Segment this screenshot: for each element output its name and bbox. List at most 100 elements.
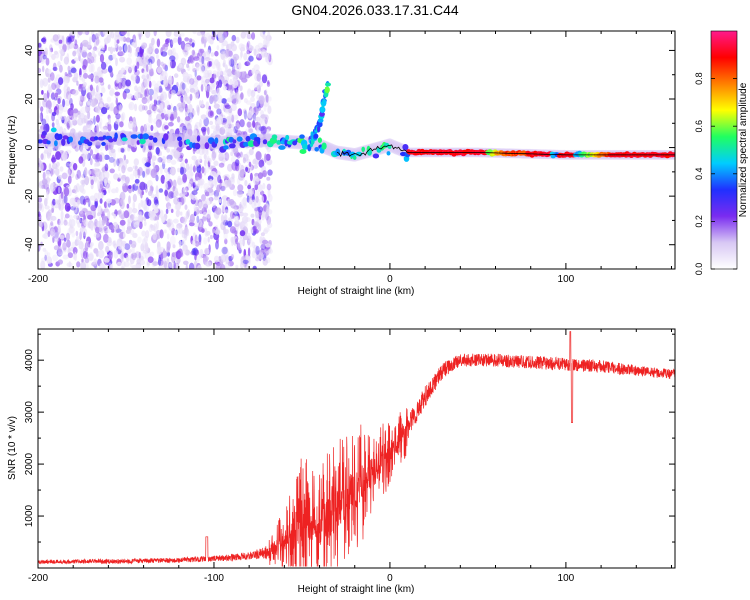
spectrogram-noise-cell [240, 199, 247, 208]
spectrogram-noise-cell [221, 78, 225, 83]
spectrogram-noise-cell [84, 242, 89, 252]
spectrogram-noise-cell [46, 216, 53, 222]
spectrogram-noise-cell [142, 104, 146, 111]
spectrogram-noise-cell [160, 174, 165, 184]
spectrogram-signal-cell [361, 146, 366, 152]
spectrogram-noise-cell [52, 66, 58, 72]
spectrogram-noise-cell [216, 94, 223, 104]
spectrogram-noise-cell [209, 39, 214, 45]
spectrogram-noise-cell [232, 53, 240, 61]
spectrogram-noise-cell [216, 60, 220, 71]
spectrogram-noise-cell [156, 246, 162, 255]
spectrogram-noise-cell [256, 250, 263, 260]
spectrogram-noise-cell [265, 210, 269, 215]
spectrogram-noise-cell [257, 116, 261, 125]
spectrogram-noise-cell [202, 211, 207, 217]
spectrogram-noise-cell [257, 206, 263, 213]
spectrogram-noise-cell [121, 113, 124, 124]
spectrogram-noise-cell [101, 107, 108, 115]
spectrogram-signal-cell [142, 133, 149, 140]
spectrogram-noise-cell [209, 94, 215, 102]
spectrogram-noise-cell [81, 31, 88, 35]
spectrogram-noise-cell [115, 97, 119, 106]
spectrogram-noise-cell [189, 55, 194, 63]
spectrogram-noise-cell [55, 109, 60, 116]
spectrogram-noise-cell [135, 125, 138, 132]
spectrogram-noise-cell [64, 202, 71, 212]
spectrogram-noise-cell [183, 130, 188, 136]
spectrogram-noise-cell [82, 198, 87, 206]
spectrogram-noise-cell [96, 85, 99, 93]
spectrogram-noise-cell [177, 210, 181, 215]
spectrogram-noise-cell [42, 247, 47, 252]
spectrogram-noise-cell [63, 187, 70, 197]
spectrogram-noise-cell [38, 213, 42, 221]
spectrogram-noise-cell [241, 202, 247, 209]
spectrogram-noise-cell [196, 255, 200, 263]
spectrogram-noise-cell [85, 198, 90, 203]
spectrogram-noise-cell [236, 152, 241, 159]
spectrogram-noise-cell [217, 174, 222, 184]
spectrogram-noise-cell [238, 173, 244, 181]
spectrogram-noise-cell [188, 262, 195, 269]
spectrogram-noise-cell [198, 266, 202, 269]
spectrogram-noise-cell [38, 197, 43, 203]
spectrogram-noise-cell [38, 100, 42, 109]
spectrogram-noise-cell [138, 33, 142, 40]
spectrogram-noise-cell [86, 210, 92, 218]
spectrogram-noise-cell [153, 118, 159, 125]
spectrogram-noise-cell [184, 43, 191, 52]
spectrogram-noise-cell [91, 33, 96, 43]
spectrogram-noise-cell [238, 62, 242, 70]
spectrogram-noise-cell [117, 147, 122, 153]
spectrogram-noise-cell [94, 40, 97, 50]
spectrogram-noise-cell [235, 238, 238, 245]
spectrogram-noise-cell [253, 244, 258, 254]
spectrogram-noise-cell [207, 126, 210, 136]
spectrogram-noise-cell [146, 199, 152, 207]
spectrogram-noise-cell [67, 247, 71, 255]
spectrogram-noise-cell [200, 250, 204, 257]
spectrogram-noise-cell [235, 36, 240, 44]
spectrogram-noise-cell [83, 126, 88, 136]
spectrogram-noise-cell [131, 184, 135, 193]
spectrogram-noise-cell [90, 222, 94, 231]
spectrogram-noise-cell [131, 244, 137, 249]
spectrogram-noise-cell [254, 87, 258, 92]
spectrogram-noise-cell [116, 77, 123, 84]
spectrogram-noise-cell [83, 219, 88, 227]
spectrogram-halo-cell [154, 132, 161, 147]
spectrogram-signal-cell [232, 139, 237, 144]
spectrogram-noise-cell [62, 98, 66, 108]
spectrogram-noise-cell [232, 189, 238, 197]
spectrogram-noise-cell [145, 31, 151, 39]
spectrogram-noise-cell [234, 70, 240, 78]
spectrogram-noise-cell [249, 44, 253, 52]
spectrogram-noise-cell [247, 255, 251, 266]
spectrogram-noise-cell [164, 178, 168, 185]
spectrogram-noise-cell [227, 163, 233, 172]
spectrogram-noise-cell [162, 44, 169, 52]
spectrogram-noise-cell [142, 238, 146, 246]
spectrogram-noise-cell [89, 149, 94, 156]
spectrogram-noise-cell [262, 170, 267, 178]
spectrogram-noise-cell [180, 95, 184, 103]
spectrogram-noise-cell [246, 121, 252, 128]
spectrogram-noise-cell [140, 42, 147, 50]
spectrogram-noise-cell [241, 71, 245, 78]
colorbar-tick-label: 0.4 [694, 168, 704, 181]
spectrogram-noise-cell [85, 242, 89, 249]
x-tick-label: 100 [558, 274, 575, 285]
spectrogram-noise-cell [124, 176, 130, 184]
spectrogram-noise-cell [186, 75, 191, 85]
spectrogram-noise-cell [255, 195, 259, 203]
spectrogram-noise-cell [54, 77, 59, 85]
spectrogram-noise-cell [100, 191, 105, 197]
spectrogram-noise-cell [247, 110, 253, 119]
spectrogram-noise-cell [231, 236, 234, 247]
spectrogram-noise-cell [113, 106, 119, 116]
spectrogram-signal-cell [101, 141, 106, 146]
spectrogram-noise-cell [226, 68, 232, 77]
spectrogram-noise-cell [250, 89, 256, 98]
